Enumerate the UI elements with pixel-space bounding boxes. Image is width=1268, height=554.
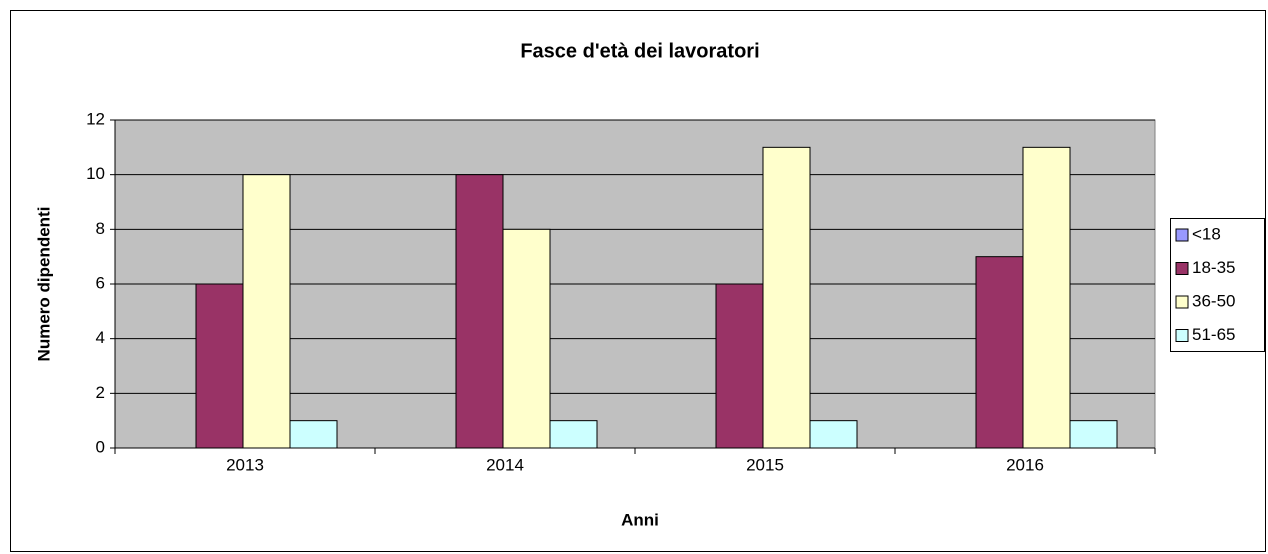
y-tick-label: 2 [96, 383, 105, 402]
x-tick-label: 2013 [226, 455, 264, 474]
y-tick-label: 0 [96, 437, 105, 456]
legend-label: 51-65 [1192, 325, 1235, 344]
bar [715, 283, 764, 449]
y-axis-label: Numero dipendenti [34, 207, 53, 362]
bar [762, 146, 811, 449]
legend-swatch [1175, 262, 1189, 275]
bar [809, 420, 858, 449]
y-tick-label: 12 [86, 109, 105, 128]
bar [1069, 420, 1118, 449]
x-axis-label: Anni [621, 510, 659, 529]
bar [549, 420, 598, 449]
bar [242, 174, 291, 449]
x-tick-label: 2016 [1006, 455, 1044, 474]
legend-label: <18 [1192, 224, 1221, 243]
y-tick-label: 8 [96, 219, 105, 238]
y-tick-label: 6 [96, 273, 105, 292]
legend-swatch [1175, 329, 1189, 342]
legend-label: 36-50 [1192, 291, 1235, 310]
bar [195, 283, 244, 449]
chart-title: Fasce d'età dei lavoratori [520, 40, 759, 62]
x-tick-label: 2015 [746, 455, 784, 474]
y-tick-label: 10 [86, 164, 105, 183]
legend-swatch [1175, 295, 1189, 309]
x-tick-label: 2014 [486, 455, 524, 474]
bar [455, 174, 504, 449]
bar [1022, 146, 1071, 449]
bar [289, 420, 338, 449]
y-tick-label: 4 [96, 328, 105, 347]
bar [502, 228, 551, 449]
legend-label: 18-35 [1192, 258, 1235, 277]
legend-swatch [1175, 228, 1189, 242]
bar [975, 256, 1024, 449]
